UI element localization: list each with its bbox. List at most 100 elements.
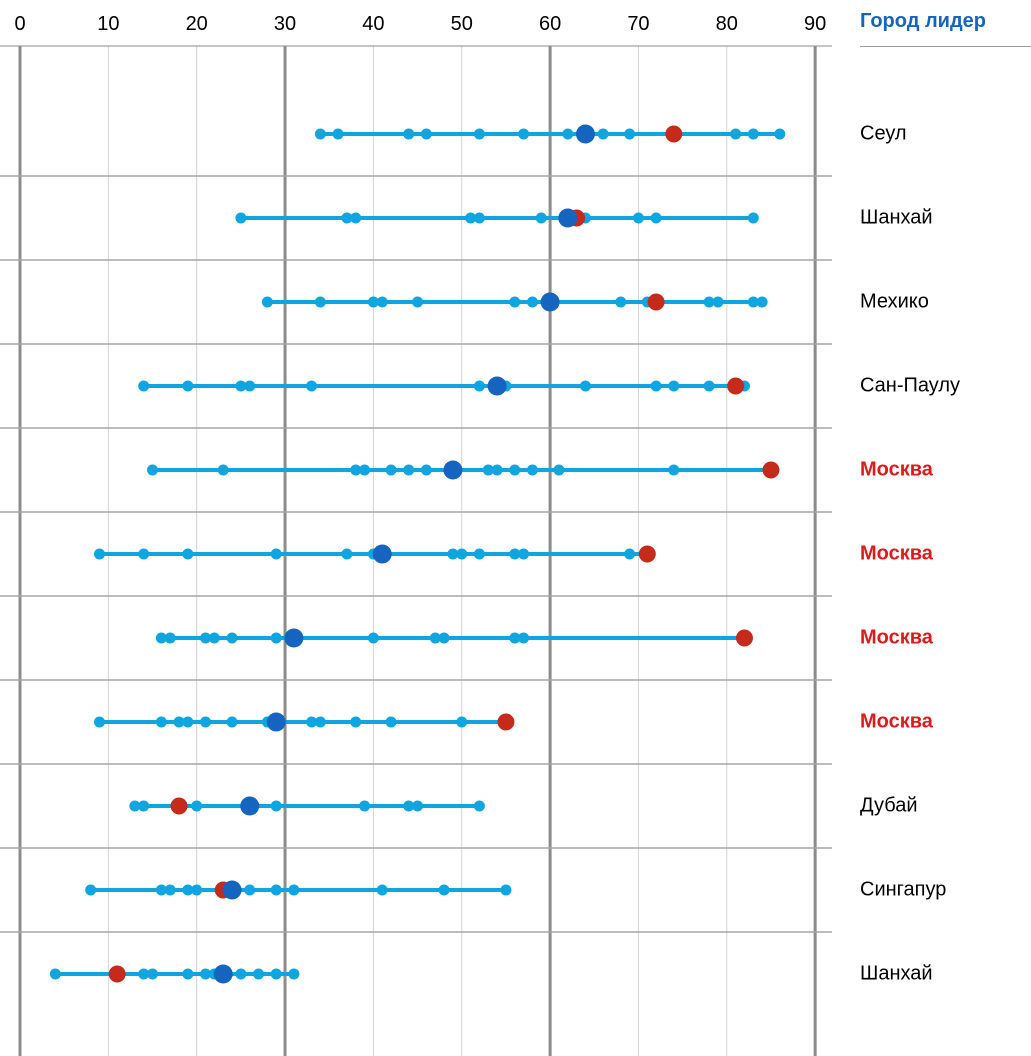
city-dot (235, 380, 247, 392)
city-dot (244, 884, 256, 896)
city-dot (385, 464, 397, 476)
city-dot (182, 380, 194, 392)
city-dot (447, 548, 459, 560)
city-dot (359, 800, 371, 812)
city-dot (253, 968, 265, 980)
mean-dot (558, 208, 578, 228)
mean-dot (372, 544, 392, 564)
city-dot (650, 380, 662, 392)
city-dot (482, 464, 494, 476)
city-dot (668, 380, 680, 392)
leader-column-header: Город лидер (860, 10, 987, 32)
city-dot (208, 632, 220, 644)
city-dot (261, 296, 273, 308)
city-dot (456, 716, 468, 728)
city-dot (200, 968, 212, 980)
city-dot (774, 128, 786, 140)
x-tick-labels: 0 10 20 30 40 50 60 70 80 90 (14, 13, 826, 35)
city-dot (579, 380, 591, 392)
moscow-dot (638, 545, 656, 563)
mean-dot (487, 376, 507, 396)
moscow-dot (497, 713, 515, 731)
leader-name: Москва (860, 710, 933, 733)
city-dot (306, 380, 318, 392)
city-dot (270, 968, 282, 980)
city-dot (756, 296, 768, 308)
city-dot (200, 632, 212, 644)
row-3 (261, 292, 768, 312)
x-tick-label: 90 (804, 13, 826, 35)
city-dot (376, 884, 388, 896)
mean-dot (575, 124, 595, 144)
city-dot (376, 296, 388, 308)
city-dot (526, 296, 538, 308)
city-dot (615, 296, 627, 308)
moscow-dot (108, 965, 126, 983)
city-dot (147, 464, 159, 476)
city-dot (314, 296, 326, 308)
city-dot (403, 800, 415, 812)
city-dot (473, 380, 485, 392)
leader-name: Москва (860, 542, 933, 565)
city-dot (438, 632, 450, 644)
row-5 (147, 460, 780, 480)
city-dot (226, 632, 238, 644)
city-dot (500, 884, 512, 896)
mean-dot (222, 880, 242, 900)
city-dot (182, 884, 194, 896)
mean-dot (443, 460, 463, 480)
city-dot (509, 296, 521, 308)
x-tick-label: 70 (627, 13, 649, 35)
x-tick-label: 30 (274, 13, 296, 35)
city-dot (332, 128, 344, 140)
city-dot (270, 884, 282, 896)
city-dot (235, 968, 247, 980)
city-dot (94, 548, 106, 560)
mean-dot (540, 292, 560, 312)
city-dot (518, 548, 530, 560)
row-10 (85, 880, 512, 900)
city-dot (226, 716, 238, 728)
city-dot (412, 296, 424, 308)
city-dot (632, 212, 644, 224)
city-dot (182, 716, 194, 728)
city-dot (509, 632, 521, 644)
leader-name: Мехико (860, 290, 929, 313)
city-dot (491, 464, 503, 476)
city-dot (350, 464, 362, 476)
row-8 (94, 712, 515, 732)
city-dot (164, 884, 176, 896)
city-dot (270, 632, 282, 644)
city-dot (747, 212, 759, 224)
row-9 (129, 796, 485, 816)
city-dot (747, 128, 759, 140)
leader-name: Дубай (860, 794, 918, 817)
city-dot (650, 212, 662, 224)
city-dot (314, 128, 326, 140)
leader-name: Москва (860, 626, 933, 649)
city-dot (288, 884, 300, 896)
city-dot (138, 968, 150, 980)
moscow-dot (735, 629, 753, 647)
city-dot (94, 716, 106, 728)
row-11 (49, 964, 300, 984)
x-tick-label: 20 (186, 13, 208, 35)
x-tick-label: 80 (716, 13, 738, 35)
city-dot (473, 212, 485, 224)
city-dot (244, 380, 256, 392)
mean-dot (213, 964, 233, 984)
city-dot (138, 548, 150, 560)
x-tick-label: 40 (362, 13, 384, 35)
city-dot (730, 128, 742, 140)
city-dot (350, 212, 362, 224)
city-dot (129, 800, 141, 812)
city-dot (314, 716, 326, 728)
city-dot (712, 296, 724, 308)
city-dot (217, 464, 229, 476)
city-dot (429, 632, 441, 644)
x-tick-label: 60 (539, 13, 561, 35)
city-dot (341, 212, 353, 224)
city-dot (420, 464, 432, 476)
moscow-dot (647, 293, 665, 311)
city-dot (624, 128, 636, 140)
